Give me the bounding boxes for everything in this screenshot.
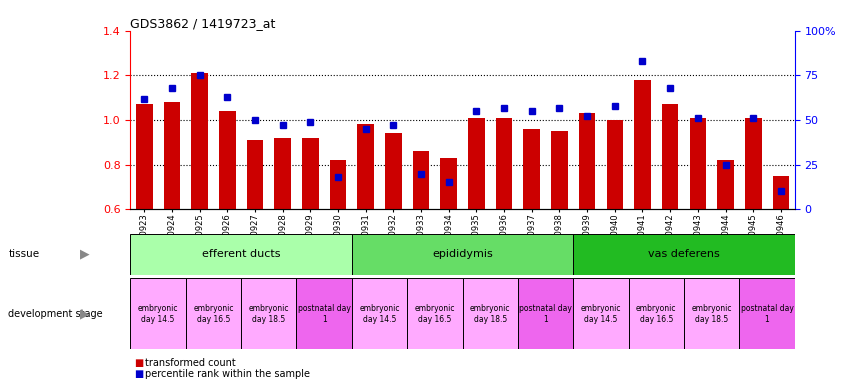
- Bar: [163, 102, 180, 209]
- Text: ▶: ▶: [80, 248, 89, 261]
- Bar: [551, 131, 568, 209]
- Text: embryonic
day 18.5: embryonic day 18.5: [249, 304, 289, 324]
- Bar: [296, 278, 352, 349]
- Bar: [662, 104, 679, 209]
- Text: embryonic
day 16.5: embryonic day 16.5: [415, 304, 455, 324]
- Bar: [130, 278, 186, 349]
- Text: postnatal day
1: postnatal day 1: [519, 304, 572, 324]
- Text: vas deferens: vas deferens: [648, 249, 720, 260]
- Text: epididymis: epididymis: [432, 249, 493, 260]
- Text: GDS3862 / 1419723_at: GDS3862 / 1419723_at: [130, 17, 276, 30]
- Text: embryonic
day 16.5: embryonic day 16.5: [636, 304, 676, 324]
- Text: embryonic
day 14.5: embryonic day 14.5: [581, 304, 621, 324]
- Text: percentile rank within the sample: percentile rank within the sample: [145, 369, 310, 379]
- Text: postnatal day
1: postnatal day 1: [741, 304, 794, 324]
- Bar: [136, 104, 152, 209]
- Bar: [352, 278, 407, 349]
- Bar: [219, 111, 235, 209]
- Bar: [407, 278, 463, 349]
- Bar: [579, 113, 595, 209]
- Bar: [574, 234, 795, 275]
- Text: ■: ■: [135, 369, 144, 379]
- Bar: [441, 158, 457, 209]
- Bar: [357, 124, 374, 209]
- Bar: [495, 118, 512, 209]
- Text: embryonic
day 14.5: embryonic day 14.5: [138, 304, 178, 324]
- Text: development stage: development stage: [8, 309, 103, 319]
- Bar: [468, 118, 484, 209]
- Text: ■: ■: [135, 358, 144, 368]
- Bar: [352, 234, 574, 275]
- Text: tissue: tissue: [8, 249, 40, 260]
- Text: embryonic
day 18.5: embryonic day 18.5: [470, 304, 510, 324]
- Bar: [274, 138, 291, 209]
- Bar: [191, 73, 208, 209]
- Text: embryonic
day 14.5: embryonic day 14.5: [359, 304, 399, 324]
- Bar: [130, 234, 352, 275]
- Text: embryonic
day 16.5: embryonic day 16.5: [193, 304, 234, 324]
- Bar: [246, 140, 263, 209]
- Text: transformed count: transformed count: [145, 358, 236, 368]
- Bar: [302, 138, 319, 209]
- Bar: [574, 278, 628, 349]
- Text: embryonic
day 18.5: embryonic day 18.5: [691, 304, 732, 324]
- Bar: [385, 133, 402, 209]
- Bar: [518, 278, 574, 349]
- Bar: [717, 160, 734, 209]
- Bar: [606, 120, 623, 209]
- Text: ▶: ▶: [80, 308, 89, 320]
- Bar: [773, 176, 789, 209]
- Bar: [523, 129, 540, 209]
- Bar: [241, 278, 296, 349]
- Bar: [684, 278, 739, 349]
- Bar: [634, 80, 651, 209]
- Bar: [186, 278, 241, 349]
- Bar: [330, 160, 346, 209]
- Bar: [463, 278, 518, 349]
- Text: postnatal day
1: postnatal day 1: [298, 304, 351, 324]
- Bar: [690, 118, 706, 209]
- Text: efferent ducts: efferent ducts: [202, 249, 280, 260]
- Bar: [745, 118, 761, 209]
- Bar: [413, 151, 429, 209]
- Bar: [739, 278, 795, 349]
- Bar: [628, 278, 684, 349]
